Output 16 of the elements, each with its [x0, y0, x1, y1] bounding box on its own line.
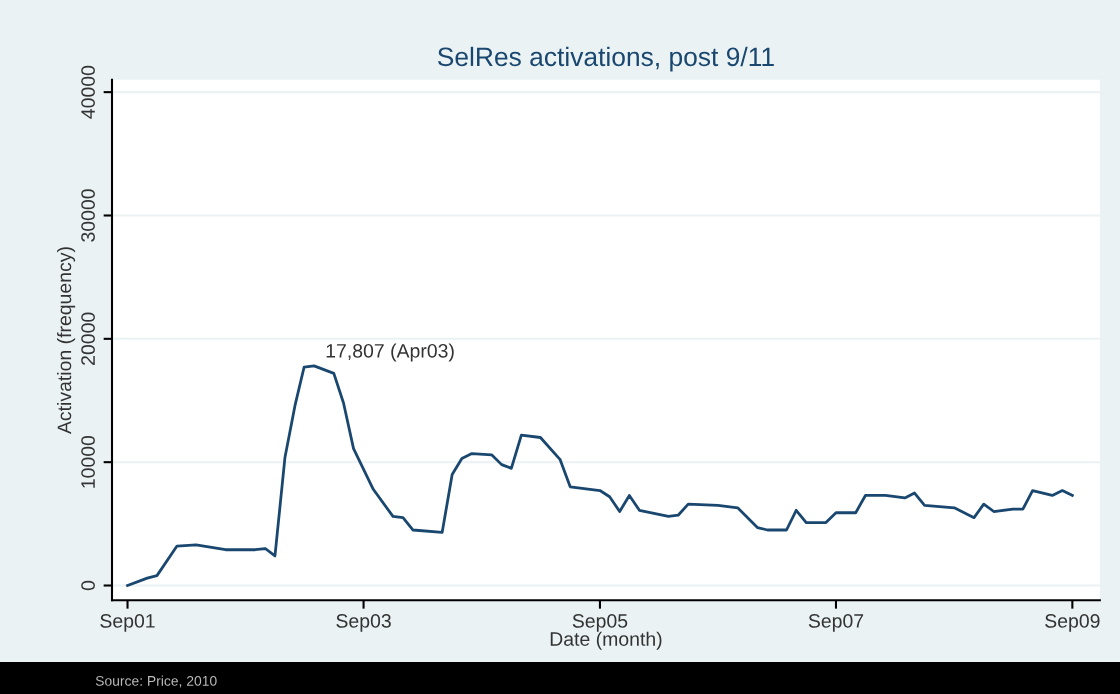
- x-tick-label: Sep03: [336, 614, 391, 632]
- y-tick-label: 10000: [81, 435, 95, 488]
- x-tick-label: Sep07: [808, 614, 864, 632]
- x-tick-label: Sep05: [572, 614, 628, 632]
- y-tick-label: 0: [81, 580, 95, 591]
- x-axis-title: Date (month): [550, 631, 662, 650]
- chart-title: SelRes activations, post 9/11: [437, 46, 774, 72]
- x-tick-label: Sep09: [1045, 614, 1100, 632]
- annotation: 17,807 (Apr03): [326, 343, 454, 362]
- y-tick-label: 40000: [81, 65, 95, 119]
- source-note: Source: Price, 2010: [95, 675, 217, 688]
- y-tick-label: 30000: [81, 189, 95, 242]
- y-tick-label: 20000: [81, 312, 95, 365]
- line-series: [126, 364, 1074, 587]
- y-axis-title: Activation (frequency): [57, 247, 76, 435]
- x-tick-label: Sep01: [100, 614, 155, 632]
